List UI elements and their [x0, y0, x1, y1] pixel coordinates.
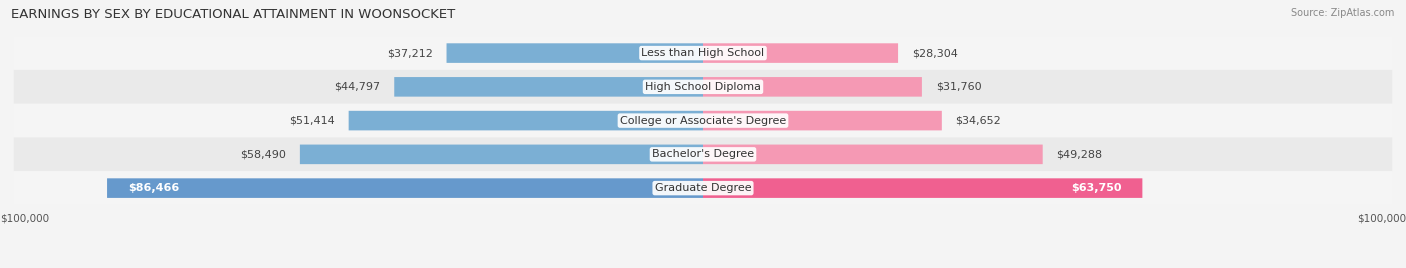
Text: $86,466: $86,466 — [128, 183, 179, 193]
Text: Less than High School: Less than High School — [641, 48, 765, 58]
FancyBboxPatch shape — [447, 43, 703, 63]
FancyBboxPatch shape — [703, 77, 922, 97]
Text: $49,288: $49,288 — [1056, 149, 1102, 159]
Text: College or Associate's Degree: College or Associate's Degree — [620, 116, 786, 126]
Text: $58,490: $58,490 — [240, 149, 285, 159]
Text: EARNINGS BY SEX BY EDUCATIONAL ATTAINMENT IN WOONSOCKET: EARNINGS BY SEX BY EDUCATIONAL ATTAINMEN… — [11, 8, 456, 21]
FancyBboxPatch shape — [703, 178, 1142, 198]
Text: $44,797: $44,797 — [335, 82, 381, 92]
FancyBboxPatch shape — [14, 104, 1392, 137]
FancyBboxPatch shape — [394, 77, 703, 97]
FancyBboxPatch shape — [703, 43, 898, 63]
Text: Bachelor's Degree: Bachelor's Degree — [652, 149, 754, 159]
FancyBboxPatch shape — [703, 111, 942, 131]
Text: $51,414: $51,414 — [290, 116, 335, 126]
FancyBboxPatch shape — [703, 144, 1043, 164]
Text: $63,750: $63,750 — [1071, 183, 1122, 193]
Text: $100,000: $100,000 — [1357, 213, 1406, 224]
FancyBboxPatch shape — [14, 70, 1392, 104]
FancyBboxPatch shape — [107, 178, 703, 198]
Text: $37,212: $37,212 — [387, 48, 433, 58]
Text: Graduate Degree: Graduate Degree — [655, 183, 751, 193]
Text: High School Diploma: High School Diploma — [645, 82, 761, 92]
FancyBboxPatch shape — [14, 137, 1392, 171]
Text: $34,652: $34,652 — [956, 116, 1001, 126]
FancyBboxPatch shape — [14, 171, 1392, 205]
Text: Source: ZipAtlas.com: Source: ZipAtlas.com — [1291, 8, 1395, 18]
FancyBboxPatch shape — [349, 111, 703, 131]
FancyBboxPatch shape — [14, 36, 1392, 70]
Text: $28,304: $28,304 — [912, 48, 957, 58]
Text: $100,000: $100,000 — [0, 213, 49, 224]
FancyBboxPatch shape — [299, 144, 703, 164]
Text: $31,760: $31,760 — [935, 82, 981, 92]
